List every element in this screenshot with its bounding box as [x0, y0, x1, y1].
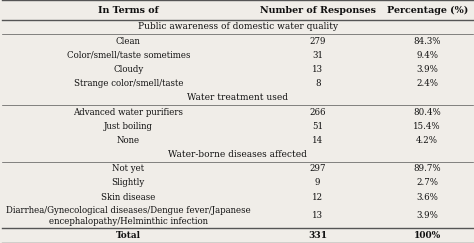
- Text: 266: 266: [310, 108, 326, 117]
- Text: 89.7%: 89.7%: [413, 164, 441, 174]
- Text: Total: Total: [116, 231, 141, 240]
- Text: Diarrhea/Gynecological diseases/Dengue fever/Japanese
encephalopathy/Helminthic : Diarrhea/Gynecological diseases/Dengue f…: [6, 206, 251, 226]
- Text: 2.4%: 2.4%: [416, 79, 438, 88]
- Text: In Terms of: In Terms of: [98, 6, 159, 15]
- Text: 9: 9: [315, 178, 320, 187]
- Text: Slightly: Slightly: [112, 178, 145, 187]
- Text: 51: 51: [312, 122, 323, 131]
- Text: Number of Responses: Number of Responses: [260, 6, 376, 15]
- Text: 13: 13: [312, 211, 323, 220]
- Text: 2.7%: 2.7%: [416, 178, 438, 187]
- Text: 15.4%: 15.4%: [413, 122, 441, 131]
- Text: Strange color/smell/taste: Strange color/smell/taste: [73, 79, 183, 88]
- Text: Public awareness of domestic water quality: Public awareness of domestic water quali…: [137, 22, 338, 31]
- Text: 4.2%: 4.2%: [416, 136, 438, 145]
- Text: Clean: Clean: [116, 37, 141, 46]
- Text: 8: 8: [315, 79, 320, 88]
- Text: Advanced water purifiers: Advanced water purifiers: [73, 108, 183, 117]
- Text: Skin disease: Skin disease: [101, 192, 155, 201]
- Text: 13: 13: [312, 65, 323, 74]
- Text: 9.4%: 9.4%: [416, 51, 438, 60]
- Text: 12: 12: [312, 192, 323, 201]
- Text: 297: 297: [310, 164, 326, 174]
- Text: 80.4%: 80.4%: [413, 108, 441, 117]
- Text: 100%: 100%: [413, 231, 441, 240]
- Text: Just boiling: Just boiling: [104, 122, 153, 131]
- Text: Water treatment used: Water treatment used: [187, 93, 288, 102]
- Text: 31: 31: [312, 51, 323, 60]
- Text: 279: 279: [310, 37, 326, 46]
- Text: Not yet: Not yet: [112, 164, 145, 174]
- Text: 14: 14: [312, 136, 323, 145]
- Text: Percentage (%): Percentage (%): [386, 6, 468, 15]
- Text: 84.3%: 84.3%: [413, 37, 441, 46]
- Text: Water-borne diseases affected: Water-borne diseases affected: [168, 150, 307, 159]
- Text: None: None: [117, 136, 140, 145]
- Text: 331: 331: [308, 231, 327, 240]
- Text: 3.6%: 3.6%: [416, 192, 438, 201]
- Text: Color/smell/taste sometimes: Color/smell/taste sometimes: [66, 51, 190, 60]
- Text: Cloudy: Cloudy: [113, 65, 144, 74]
- Text: 3.9%: 3.9%: [416, 211, 438, 220]
- Text: 3.9%: 3.9%: [416, 65, 438, 74]
